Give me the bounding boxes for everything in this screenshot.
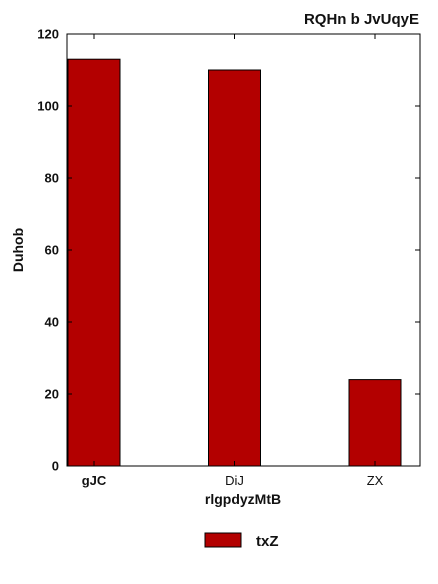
chart-title: RQHn b JvUqyE: [304, 11, 419, 28]
y-tick-label: 0: [52, 459, 59, 474]
legend-swatch: [204, 532, 242, 548]
y-tick-label: 60: [45, 243, 59, 258]
y-tick-label: 20: [45, 387, 59, 402]
legend-label: txZ: [256, 533, 279, 550]
y-tick-label: 40: [45, 315, 59, 330]
y-axis-ticks: 0 20 40 60 80 100 120: [37, 27, 420, 474]
bar-ZX: [348, 379, 402, 467]
bar-DiJ: [208, 69, 261, 467]
x-tick-label: DiJ: [225, 473, 244, 488]
x-tick-label: gJC: [82, 473, 107, 488]
y-axis-title: Duhob: [10, 228, 26, 272]
bar-gJC: [67, 58, 121, 467]
x-axis-ticks: gJC DiJ ZX: [82, 34, 384, 488]
y-tick-label: 100: [37, 99, 59, 114]
y-tick-label: 80: [45, 171, 59, 186]
x-axis-title: rlgpdyzMtB: [205, 491, 281, 507]
legend: txZ: [204, 532, 279, 550]
y-tick-label: 120: [37, 27, 59, 42]
bar-layer: [67, 58, 402, 467]
x-tick-label: ZX: [367, 473, 384, 488]
